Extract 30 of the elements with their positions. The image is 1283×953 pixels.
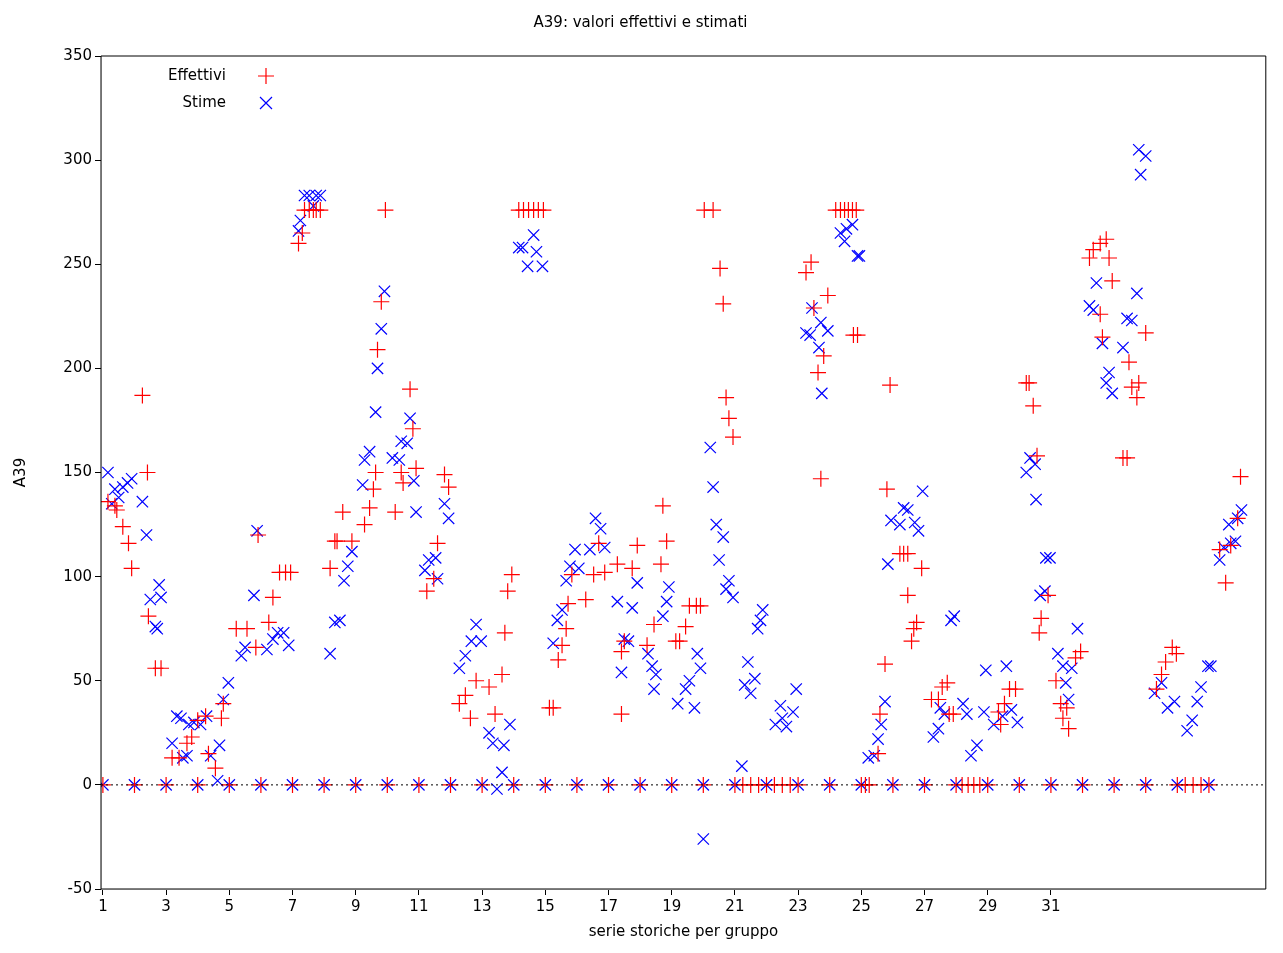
x-tick-label: 7 xyxy=(287,896,298,915)
x-tick-label: 21 xyxy=(725,896,745,915)
x-tick-label: 3 xyxy=(161,896,171,915)
y-tick-label: 150 xyxy=(63,462,92,481)
x-tick-label: 15 xyxy=(535,896,555,915)
y-tick-label: 350 xyxy=(63,45,92,64)
x-tick-label: 23 xyxy=(788,896,808,915)
x-tick-label: 13 xyxy=(472,896,492,915)
y-tick-label: 200 xyxy=(63,358,92,377)
y-tick-label: 300 xyxy=(63,150,92,169)
legend-label: Stime xyxy=(182,92,226,111)
y-tick-label: 50 xyxy=(72,670,92,689)
x-tick-label: 29 xyxy=(978,896,998,915)
chart-title: A39: valori effettivi e stimati xyxy=(533,12,748,31)
y-tick-label: 250 xyxy=(63,254,92,273)
x-tick-label: 11 xyxy=(409,896,429,915)
x-tick-label: 1 xyxy=(98,896,108,915)
y-axis-title: A39 xyxy=(10,457,29,488)
x-tick-label: 5 xyxy=(224,896,235,915)
x-tick-label: 27 xyxy=(914,896,935,915)
x-tick-label: 25 xyxy=(851,896,871,915)
y-tick-label: 100 xyxy=(63,566,92,585)
y-tick-label: 0 xyxy=(82,774,92,793)
x-axis-title: serie storiche per gruppo xyxy=(588,921,779,940)
legend-label: Effettivi xyxy=(167,65,226,84)
x-tick-label: 9 xyxy=(350,896,361,915)
x-tick-label: 17 xyxy=(598,896,619,915)
x-tick-label: 31 xyxy=(1041,896,1061,915)
y-tick-label: -50 xyxy=(67,878,92,897)
x-tick-label: 19 xyxy=(662,896,682,915)
